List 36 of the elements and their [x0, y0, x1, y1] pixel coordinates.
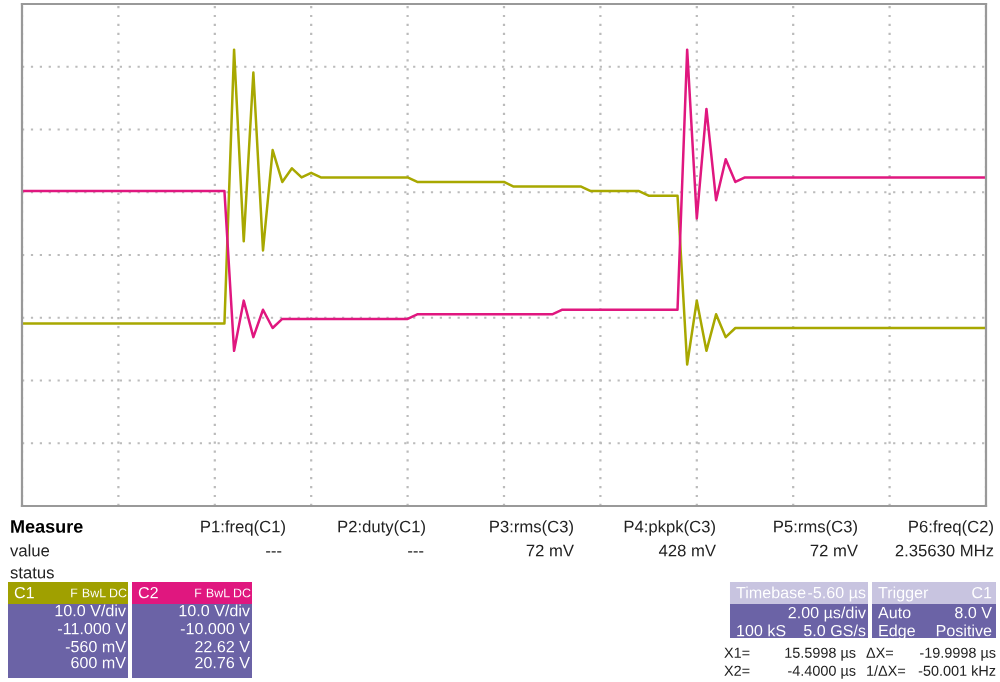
text: Positive: [936, 624, 992, 637]
text: P4:pkpk(C3): [624, 520, 715, 536]
text: 72 mV: [526, 544, 574, 557]
text: C1: [14, 586, 34, 599]
text: 100 kS: [737, 624, 786, 637]
text: status: [10, 567, 54, 579]
text: P2:duty(C1): [338, 520, 425, 536]
text: ---: [266, 551, 282, 553]
text: -560 mV: [65, 640, 126, 653]
text: value: [10, 544, 50, 557]
text: C2: [138, 586, 158, 599]
text: -5.60 µs: [808, 586, 866, 602]
text: Edge: [879, 624, 915, 640]
text: P5:rms(C3): [774, 520, 857, 536]
text: C1: [972, 586, 992, 599]
text: 428 mV: [658, 544, 716, 557]
text: 8.0 V: [955, 606, 992, 619]
text: Measure: [11, 520, 83, 533]
text: 10.0 V/div: [179, 604, 250, 617]
text: P1:freq(C1): [201, 520, 285, 536]
text: -11.000 V: [58, 622, 126, 635]
text: Trigger: [878, 586, 929, 602]
text: P3:rms(C3): [490, 520, 573, 536]
text: -10.000 V: [180, 622, 250, 635]
text: Timebase: [736, 586, 806, 599]
text: ---: [408, 551, 424, 553]
text: P6:freq(C2): [909, 520, 993, 536]
text: 72 mV: [810, 544, 858, 557]
text: 5.0 GS/s: [803, 624, 866, 637]
text: 2.35630 MHz: [895, 544, 994, 557]
text: 20.76 V: [195, 656, 250, 669]
text: 10.0 V/div: [55, 604, 126, 617]
text: 600 mV: [71, 656, 126, 669]
text: 2.00 µs/div: [788, 606, 866, 622]
text: Auto: [878, 607, 911, 619]
text: 22.62 V: [195, 640, 250, 653]
